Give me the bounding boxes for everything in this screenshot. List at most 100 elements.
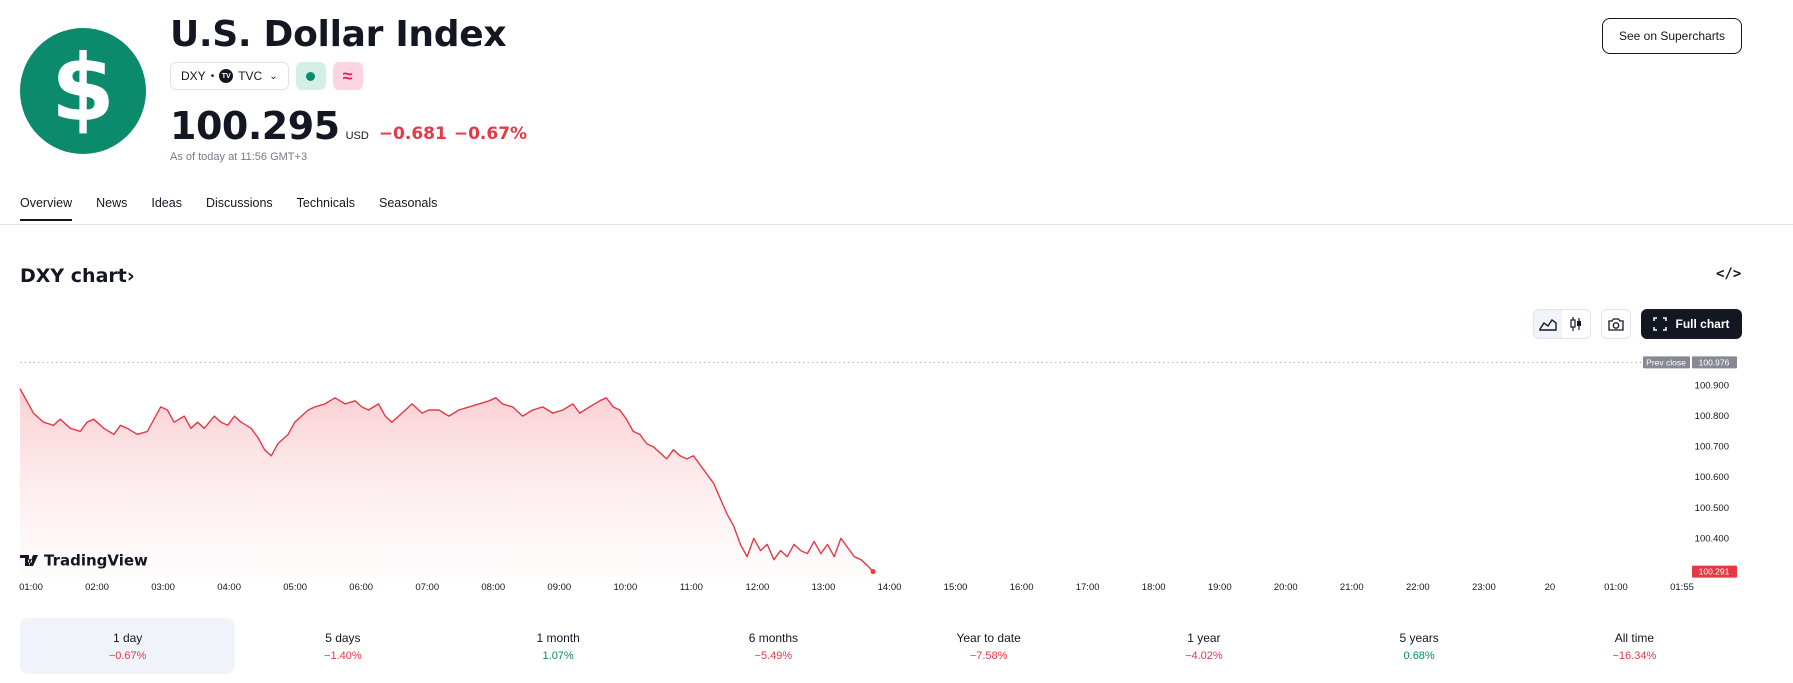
x-tick-label: 10:00 (613, 582, 637, 593)
x-tick-label: 05:00 (283, 582, 307, 593)
period-label: 1 year (1187, 630, 1221, 645)
prev-close-value: 100.976 (1699, 357, 1730, 367)
period-change: 1.07% (542, 649, 574, 662)
x-tick-label: 01:00 (19, 582, 43, 593)
prev-close-value-bg (1692, 356, 1737, 369)
x-tick-label: 11:00 (680, 582, 703, 593)
camera-icon (1608, 317, 1624, 331)
tab-overview[interactable]: Overview (20, 196, 73, 221)
period-5-days[interactable]: 5 days −1.40% (235, 618, 450, 674)
y-tick-label: 100.600 (1695, 472, 1729, 483)
y-tick-label: 100.400 (1695, 533, 1729, 544)
period-label: 1 month (536, 630, 580, 645)
exchange-name: TVC (238, 69, 263, 83)
x-tick-label: 20:00 (1274, 582, 1298, 593)
last-price: 100.295 (170, 104, 340, 148)
period-label: All time (1614, 630, 1655, 645)
period-6-months[interactable]: 6 months −5.49% (666, 618, 881, 674)
market-status-button[interactable] (295, 62, 326, 90)
x-tick-label: 23:00 (1472, 582, 1496, 593)
candles-chart-button[interactable] (1562, 310, 1590, 338)
y-tick-label: 100.800 (1695, 411, 1729, 422)
symbol-exchange-selector[interactable]: DXY • TV TVC ⌄ (170, 62, 289, 90)
price-line (19, 388, 874, 573)
x-tick-label: 15:00 (944, 582, 968, 593)
period-label: 1 day (112, 630, 143, 645)
market-open-dot-icon (306, 71, 316, 81)
x-tick-label: 03:00 (151, 582, 175, 593)
chevron-right-icon: › (126, 265, 135, 287)
prev-close-tag: Prev close 100.976 (1643, 356, 1737, 369)
area-chart-button[interactable] (1534, 310, 1562, 338)
x-tick-label: 17:00 (1076, 582, 1100, 593)
period-label: Year to date (956, 630, 1021, 645)
symbol-logo: $ (20, 28, 146, 154)
period-change: −5.49% (754, 649, 793, 662)
embed-code-icon[interactable]: </> (1716, 266, 1742, 282)
tab-technicals[interactable]: Technicals (296, 196, 356, 210)
chart-title-link[interactable]: DXY chart› (20, 265, 135, 287)
tab-news[interactable]: News (96, 196, 128, 210)
full-chart-button[interactable]: Full chart (1641, 309, 1742, 339)
last-price-tag-value: 100.291 (1699, 567, 1730, 577)
price-change: −0.681 (378, 124, 447, 144)
x-tick-label: 13:00 (812, 582, 836, 593)
period-year-to-date[interactable]: Year to date −7.58% (881, 618, 1096, 674)
x-tick-label: 16:00 (1010, 582, 1034, 593)
x-tick-label: 07:00 (415, 582, 439, 593)
period-label: 5 years (1399, 630, 1439, 645)
period-5-years[interactable]: 5 years 0.68% (1312, 618, 1527, 674)
period-1-day[interactable]: 1 day −0.67% (20, 618, 236, 674)
period-change: −0.67% (108, 649, 147, 662)
period-change: −7.58% (969, 649, 1008, 662)
symbol-ticker: DXY (181, 69, 206, 83)
period-label: 5 days (325, 630, 361, 645)
period-label: 6 months (748, 630, 799, 645)
see-on-supercharts-button[interactable]: See on Supercharts (1602, 18, 1742, 54)
chevron-down-icon: ⌄ (269, 70, 278, 82)
chart-style-toggle (1533, 309, 1591, 339)
approx-icon: ≈ (342, 65, 353, 86)
y-tick-label: 100.500 (1695, 503, 1729, 514)
performance-periods: 1 day −0.67% 5 days −1.40% 1 month 1.07% 6 … (20, 618, 1742, 674)
exchange-badge-icon: TV (219, 69, 234, 83)
separator-dot: • (210, 70, 215, 82)
fullscreen-icon (1653, 317, 1668, 331)
period-change: −4.02% (1185, 649, 1223, 662)
watermark-text: TradingView (44, 552, 148, 570)
symbol-row: DXY • TV TVC ⌄ ≈ (170, 62, 363, 90)
x-tick-label: 21:00 (1340, 582, 1364, 593)
period-1-month[interactable]: 1 month 1.07% (451, 618, 666, 674)
tab-ideas[interactable]: Ideas (151, 196, 182, 210)
period-all-time[interactable]: All time −16.34% (1527, 618, 1742, 674)
y-axis: 100.900 100.800 100.700 100.600 100.500 100.4… (1695, 381, 1729, 545)
area-chart-icon (1539, 318, 1557, 331)
prev-close-label: Prev close (1646, 357, 1686, 367)
tradingview-watermark: TradingView (20, 552, 148, 570)
tradingview-logo-icon (20, 555, 38, 566)
as-of-timestamp: As of today at 11:56 GMT+3 (170, 151, 308, 163)
prev-close-label-bg (1643, 356, 1690, 369)
dxy-intraday-chart[interactable]: 100.900 100.800 100.700 100.600 100.500 100.4… (0, 355, 1793, 595)
period-1-year[interactable]: 1 year −4.02% (1096, 618, 1311, 674)
x-tick-label: 04:00 (217, 582, 241, 593)
x-tick-label: 19:00 (1208, 582, 1232, 593)
last-price-dot (870, 569, 876, 575)
price-row: 100.295 USD −0.681 −0.67% (170, 104, 527, 148)
last-price-tag-bg (1692, 565, 1737, 578)
x-tick-label: 22:00 (1406, 582, 1430, 593)
symbol-tabs: Overview News Ideas Discussions Technica… (20, 196, 438, 221)
dollar-icon: $ (50, 35, 115, 142)
chart-title: DXY chart (20, 265, 127, 287)
x-tick-label: 08:00 (481, 582, 505, 593)
snapshot-button[interactable] (1601, 309, 1631, 339)
x-tick-label: 20 (1545, 582, 1556, 593)
tab-discussions[interactable]: Discussions (205, 196, 273, 210)
x-axis: 01:00 02:00 03:00 04:00 05:00 06:00 07:00 08:00… (19, 582, 1694, 593)
x-tick-label: 12:00 (746, 582, 770, 593)
x-tick-label: 09:00 (547, 582, 571, 593)
price-area-fill (20, 388, 874, 577)
tab-seasonals[interactable]: Seasonals (379, 196, 438, 210)
index-type-button[interactable]: ≈ (332, 62, 363, 90)
x-tick-label: 18:00 (1142, 582, 1166, 593)
